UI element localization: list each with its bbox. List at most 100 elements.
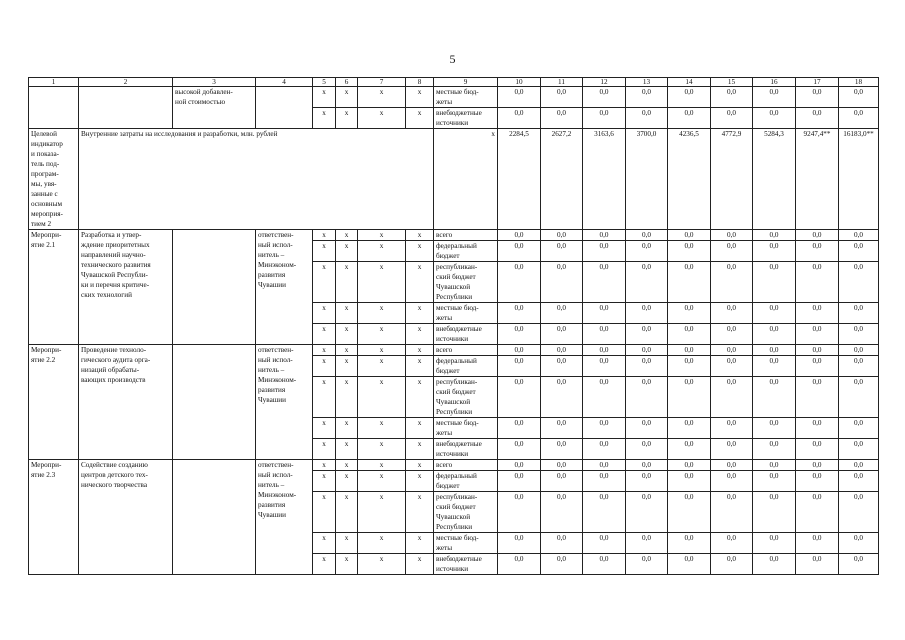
column-number-header: 4 [255, 77, 313, 87]
indicator-text: Внутренние затраты на исследования и раз… [78, 128, 434, 230]
table-row: Меропри- ятие 2.2 Проведение техноло- гич… [28, 344, 879, 460]
funding-source: местные бюд- жеты [433, 302, 498, 324]
funding-value: 0,0 [752, 491, 796, 533]
funding-value: 0,0 [752, 261, 796, 303]
code-mark: x [405, 417, 434, 439]
funding-value: 0,0 [838, 86, 879, 108]
funding-value: 0,0 [625, 376, 668, 418]
code-mark: x [335, 302, 358, 324]
code-mark: x [357, 376, 406, 418]
code-mark: x [335, 417, 358, 439]
funding-value: 0,0 [710, 470, 753, 492]
measure-label: Меропри- ятие 2.3 [28, 459, 79, 575]
funding-value: 0,0 [710, 553, 753, 575]
funding-value: 0,0 [795, 86, 839, 108]
table-row: 1 2 3 4 5 6 7 8 9 10 11 12 13 14 15 16 17 18 [28, 77, 879, 87]
funding-value: 0,0 [710, 261, 753, 303]
funding-value: 0,0 [752, 438, 796, 460]
column-number-header: 5 [312, 77, 336, 87]
indicator-value: 2627,2 [540, 128, 583, 230]
funding-value: 0,0 [795, 491, 839, 533]
code-mark: x [335, 261, 358, 303]
code-mark: x [405, 376, 434, 418]
code-mark: x [312, 376, 336, 418]
funding-value: 0,0 [795, 302, 839, 324]
code-mark: x [405, 229, 434, 241]
funding-value: 0,0 [625, 532, 668, 554]
funding-value: 0,0 [838, 459, 879, 471]
code-mark: x [335, 107, 358, 129]
funding-value: 0,0 [582, 417, 626, 439]
code-mark: x [357, 344, 406, 356]
funding-value: 0,0 [625, 107, 668, 129]
table-row: Меропри- ятие 2.1 Разработка и утвер- жде… [28, 229, 879, 345]
code-mark: x [335, 532, 358, 554]
funding-value: 0,0 [710, 229, 753, 241]
funding-value: 0,0 [540, 491, 583, 533]
page-number: 5 [449, 52, 456, 66]
code-mark: x [312, 438, 336, 460]
funding-value: 0,0 [540, 261, 583, 303]
funding-value: 0,0 [582, 532, 626, 554]
funding-value: 0,0 [625, 417, 668, 439]
funding-value: 0,0 [710, 302, 753, 324]
funding-value: 0,0 [625, 229, 668, 241]
funding-value: 0,0 [710, 344, 753, 356]
funding-value: 0,0 [497, 438, 541, 460]
indicator-value: 5284,3 [752, 128, 796, 230]
funding-value: 0,0 [667, 344, 711, 356]
funding-value: 0,0 [667, 417, 711, 439]
column-number-header: 8 [405, 77, 434, 87]
funding-value: 0,0 [497, 376, 541, 418]
code-mark: x [335, 86, 358, 108]
funding-source: республикан- ский бюджет Чувашской Респу… [433, 491, 498, 533]
funding-value: 0,0 [838, 417, 879, 439]
funding-value: 0,0 [540, 459, 583, 471]
funding-value: 0,0 [795, 459, 839, 471]
code-mark: x [405, 491, 434, 533]
code-mark: x [312, 417, 336, 439]
empty-cell [255, 86, 313, 129]
funding-value: 0,0 [540, 376, 583, 418]
funding-value: 0,0 [582, 229, 626, 241]
measure-executor: ответствен- ный испол- нитель – Минэконо… [255, 459, 313, 575]
funding-value: 0,0 [540, 302, 583, 324]
code-mark: x [357, 240, 406, 262]
funding-value: 0,0 [497, 107, 541, 129]
funding-source: республикан- ский бюджет Чувашской Респу… [433, 261, 498, 303]
code-mark: x [312, 302, 336, 324]
code-mark: x [335, 491, 358, 533]
code-mark: x [357, 491, 406, 533]
funding-value: 0,0 [625, 355, 668, 377]
funding-value: 0,0 [582, 355, 626, 377]
indicator-label: Целевой индикатор и показа- тель под- пр… [28, 128, 79, 230]
column-number-header: 13 [625, 77, 668, 87]
code-mark: x [335, 438, 358, 460]
funding-value: 0,0 [752, 323, 796, 345]
funding-value: 0,0 [540, 355, 583, 377]
column-number-header: 9 [433, 77, 498, 87]
indicator-value: 4772,9 [710, 128, 753, 230]
funding-value: 0,0 [582, 459, 626, 471]
code-mark: x [312, 229, 336, 241]
funding-value: 0,0 [752, 355, 796, 377]
funding-value: 0,0 [752, 470, 796, 492]
funding-value: 0,0 [540, 323, 583, 345]
funding-value: 0,0 [540, 107, 583, 129]
code-mark: x [357, 107, 406, 129]
funding-value: 0,0 [795, 107, 839, 129]
empty-cell [28, 86, 79, 129]
funding-value: 0,0 [795, 532, 839, 554]
funding-value: 0,0 [540, 86, 583, 108]
funding-source: местные бюд- жеты [433, 417, 498, 439]
code-mark: x [405, 86, 434, 108]
funding-value: 0,0 [625, 261, 668, 303]
funding-value: 0,0 [667, 323, 711, 345]
indicator-value: 9247,4** [795, 128, 839, 230]
indicator-value: 2284,5 [497, 128, 541, 230]
funding-value: 0,0 [497, 532, 541, 554]
funding-value: 0,0 [838, 240, 879, 262]
funding-value: 0,0 [497, 344, 541, 356]
funding-value: 0,0 [667, 240, 711, 262]
code-mark: x [335, 553, 358, 575]
